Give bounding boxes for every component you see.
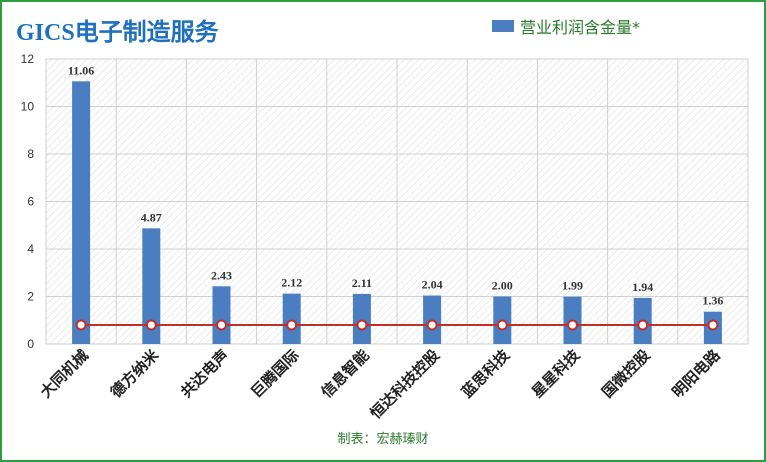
bar-value-label: 2.43 xyxy=(211,268,232,282)
x-category-label: 国微控股 xyxy=(598,345,654,401)
source-note: 制表：宏赫瑧财 xyxy=(337,432,429,447)
y-tick-label: 10 xyxy=(21,100,35,114)
bar xyxy=(352,293,371,344)
y-tick-label: 8 xyxy=(27,147,34,161)
bar xyxy=(282,293,301,344)
reference-marker xyxy=(356,319,368,331)
x-category-label: 明阳电路 xyxy=(669,345,725,401)
bar-value-label: 1.99 xyxy=(562,279,583,293)
bar-value-label: 4.87 xyxy=(141,210,162,224)
bar-value-label: 2.04 xyxy=(422,278,443,292)
y-tick-label: 2 xyxy=(27,290,34,304)
x-category-label: 大同机械 xyxy=(37,346,92,401)
reference-marker xyxy=(426,319,438,331)
x-category-label: 共达电声 xyxy=(177,346,232,401)
y-tick-label: 12 xyxy=(21,52,35,66)
reference-marker xyxy=(637,319,649,331)
bar-value-label: 1.36 xyxy=(702,294,723,308)
reference-marker xyxy=(567,319,578,331)
x-category-label: 巨腾国际 xyxy=(247,346,302,401)
bar-value-label: 2.12 xyxy=(281,276,302,290)
legend-label: 营业利润含金量* xyxy=(520,18,641,37)
x-category-label: 蓝思科技 xyxy=(458,345,514,401)
reference-marker xyxy=(75,319,87,331)
bar-value-label: 11.06 xyxy=(68,63,94,77)
reference-marker xyxy=(216,319,227,331)
x-category-label: 信息智能 xyxy=(318,346,373,401)
bar-value-label: 1.94 xyxy=(632,280,653,294)
reference-marker xyxy=(145,319,157,331)
reference-marker xyxy=(286,319,298,331)
x-category-label: 德方纳米 xyxy=(107,345,163,401)
legend: 营业利润含金量* xyxy=(492,14,640,38)
y-tick-label: 0 xyxy=(27,337,34,351)
x-category-label: 星星科技 xyxy=(528,345,584,401)
bar-value-label: 2.11 xyxy=(352,276,372,290)
legend-swatch xyxy=(492,20,514,32)
bar xyxy=(142,228,161,344)
reference-marker xyxy=(707,319,719,331)
bar xyxy=(72,81,91,344)
y-tick-label: 6 xyxy=(27,195,34,209)
y-tick-label: 4 xyxy=(27,242,34,256)
chart-title: GICS电子制造服务 xyxy=(16,20,219,46)
bar xyxy=(212,286,231,344)
reference-marker xyxy=(496,319,508,331)
x-category-label: 恒达科技控股 xyxy=(367,345,444,422)
bar-value-label: 2.00 xyxy=(492,279,513,293)
